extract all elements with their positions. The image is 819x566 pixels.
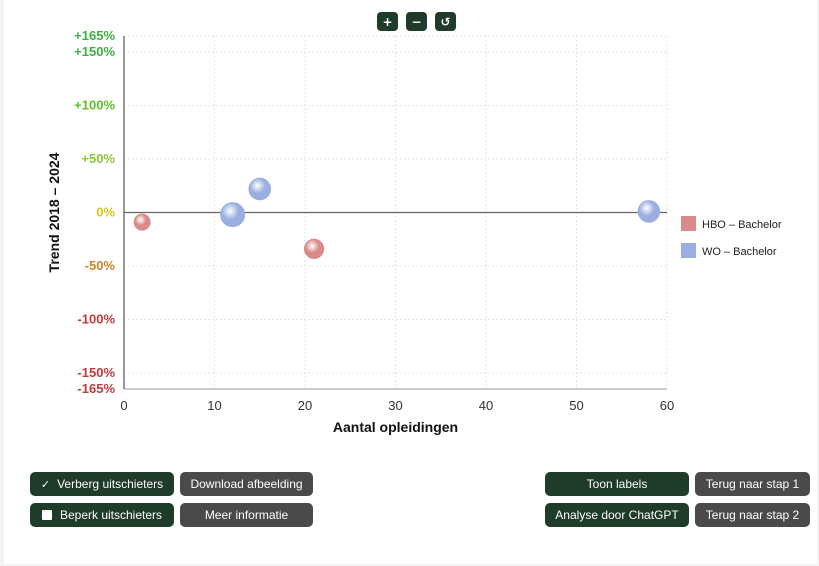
x-tick-label: 50 — [569, 398, 583, 413]
chatgpt-analysis-button[interactable]: Analyse door ChatGPT — [545, 503, 689, 527]
show-labels-button[interactable]: Toon labels — [545, 472, 689, 496]
zoom-reset-button[interactable]: ↺ — [435, 12, 456, 31]
y-tick-label: -165% — [77, 381, 115, 396]
x-tick-label: 10 — [207, 398, 221, 413]
x-tick-label: 40 — [479, 398, 493, 413]
y-tick-label: 0% — [96, 205, 115, 220]
x-tick-label: 30 — [388, 398, 402, 413]
hide-outliers-label: Verberg uitschieters — [57, 477, 164, 491]
zoom-in-button[interactable]: + — [377, 12, 398, 31]
limit-outliers-toggle[interactable]: Beperk uitschieters — [30, 503, 174, 527]
x-axis-title: Aantal opleidingen — [333, 419, 458, 435]
y-tick-label: +100% — [74, 98, 115, 113]
back-step2-button[interactable]: Terug naar stap 2 — [695, 503, 810, 527]
y-tick-label: +150% — [74, 44, 115, 59]
checkbox-icon — [41, 510, 52, 520]
bubble-point — [637, 200, 661, 223]
y-tick-label: -50% — [85, 258, 116, 273]
back-step1-button[interactable]: Terug naar stap 1 — [695, 472, 810, 496]
y-axis-title: Trend 2018 – 2024 — [46, 152, 62, 272]
y-tick-label: -150% — [77, 365, 115, 380]
x-tick-label: 20 — [298, 398, 312, 413]
hide-outliers-toggle[interactable]: ✓ Verberg uitschieters — [30, 472, 174, 496]
legend-swatch — [681, 216, 696, 231]
chart-panel — [4, 0, 817, 564]
limit-outliers-label: Beperk uitschieters — [59, 508, 163, 522]
bubble-chart: +165%+150% +100% +50% 0% -50% -100% -150%-165%… — [46, 28, 782, 435]
bubble-point — [220, 202, 246, 228]
x-tick-label: 60 — [660, 398, 674, 413]
x-tick-label: 0 — [120, 398, 127, 413]
checkmark-icon: ✓ — [40, 477, 51, 491]
download-image-button[interactable]: Download afbeelding — [180, 472, 313, 496]
y-tick-label: -100% — [77, 311, 115, 326]
bubble-point — [248, 177, 272, 201]
zoom-toolbar: + − ↺ — [377, 12, 456, 31]
legend-label: HBO – Bachelor — [702, 219, 782, 231]
more-info-button[interactable]: Meer informatie — [180, 503, 313, 527]
y-tick-label: +165% — [74, 28, 115, 43]
bubble-point — [133, 213, 151, 231]
y-tick-label: +50% — [81, 151, 115, 166]
legend-swatch — [681, 243, 696, 258]
zoom-out-button[interactable]: − — [406, 12, 427, 31]
bubble-point — [303, 238, 325, 259]
legend-label: WO – Bachelor — [702, 246, 777, 258]
